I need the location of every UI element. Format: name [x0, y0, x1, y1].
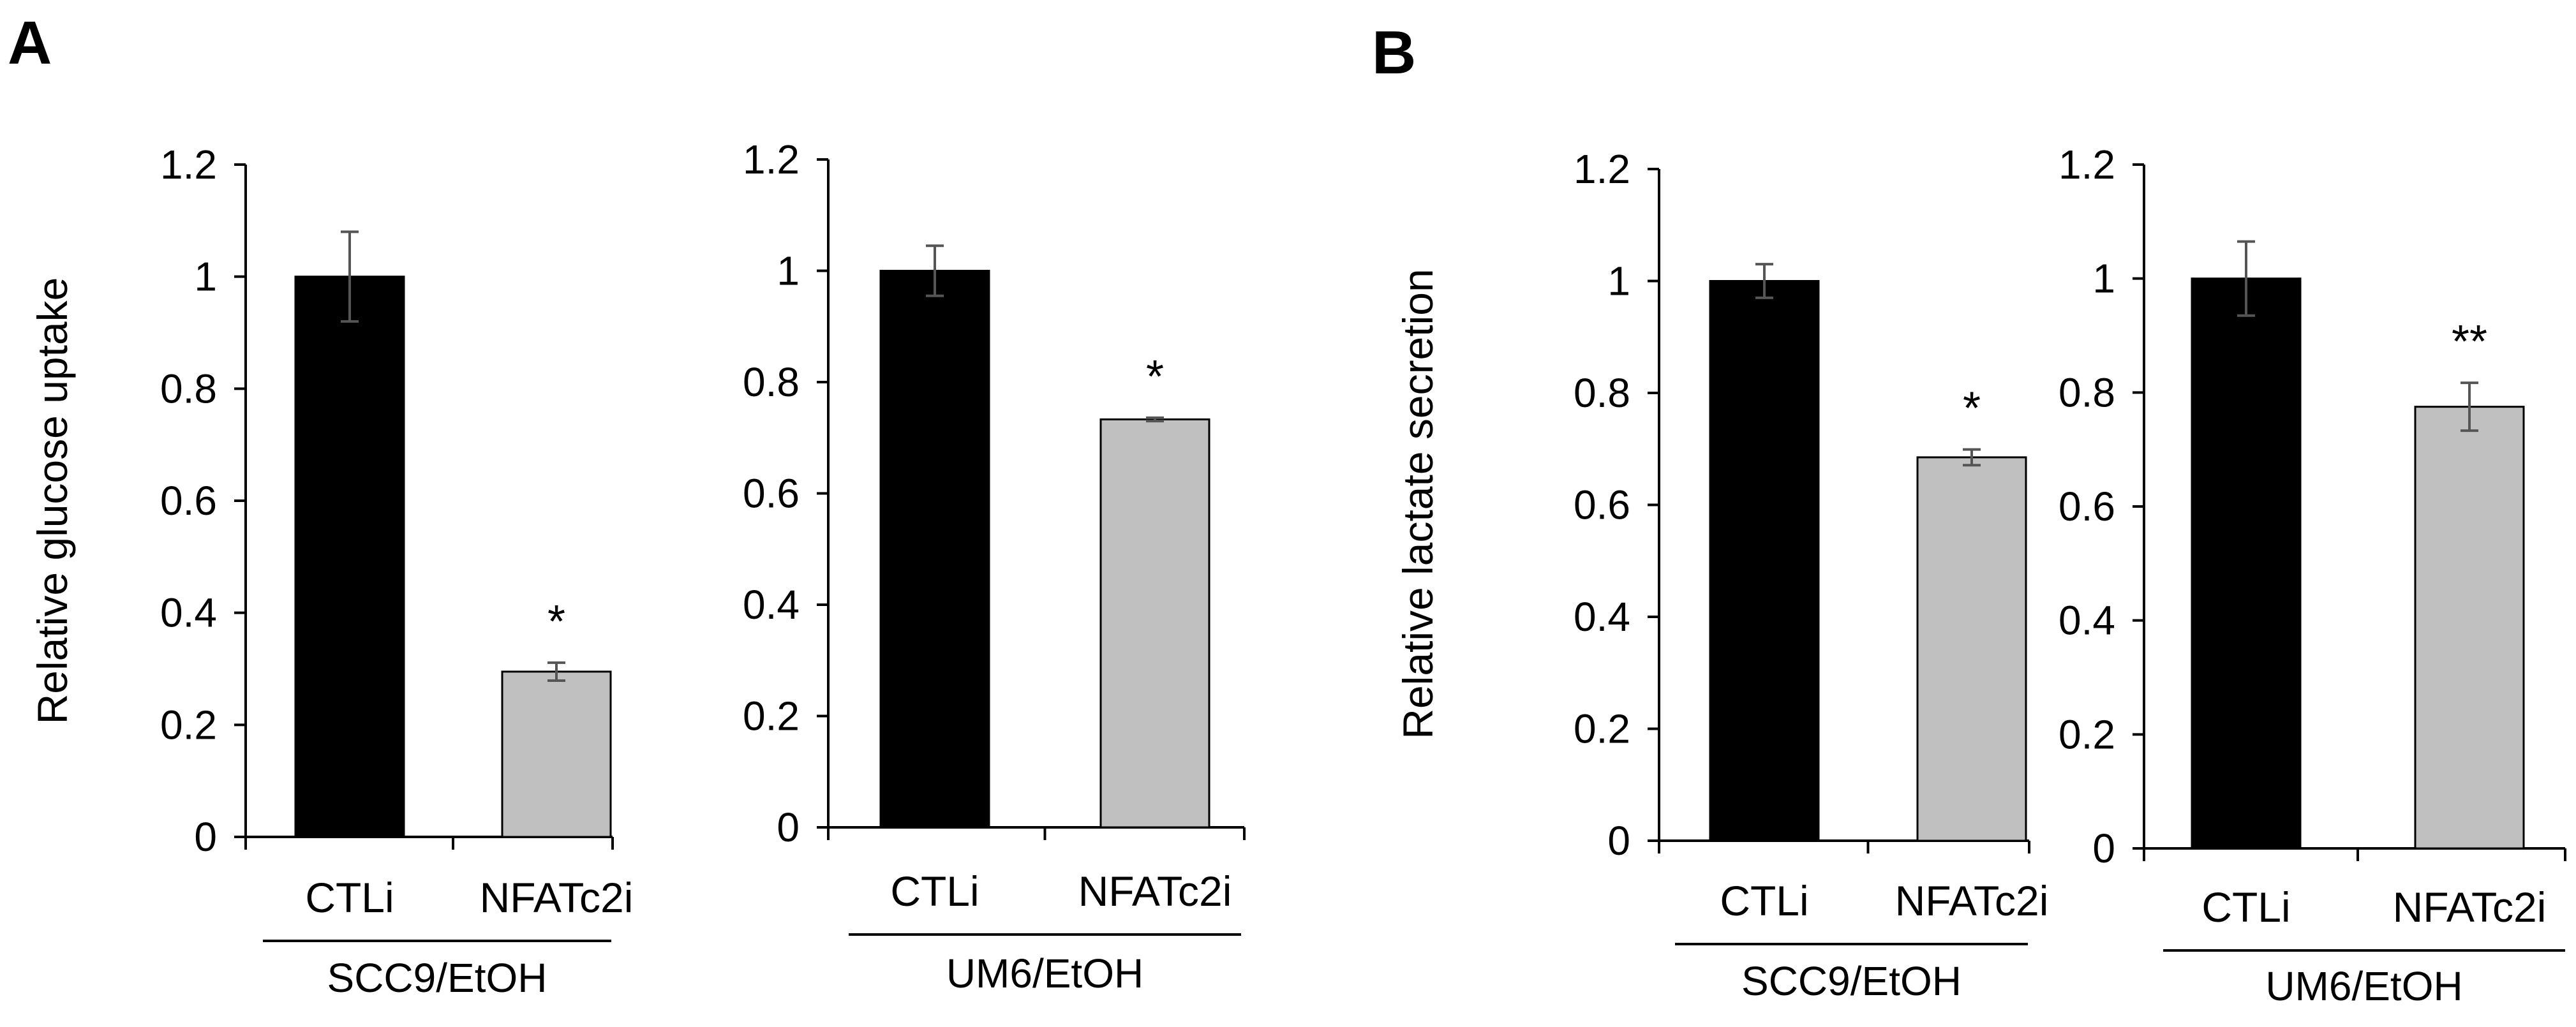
group-label: SCC9/EtOH — [1741, 958, 1962, 1004]
y-tick-label: 1 — [777, 248, 800, 294]
error-bar — [341, 230, 359, 323]
y-tick-label: 1.2 — [743, 137, 800, 182]
significance-marker: ** — [2452, 316, 2487, 367]
bar-nfatc2i — [2414, 406, 2525, 850]
chart-4: 0 0.2 0.4 0.6 0.8 1 1.2 CTLi ** NFATc2i UM6/EtOH — [2059, 142, 2566, 1009]
y-tick-label: 0.4 — [160, 590, 217, 636]
y-tick-label: 1 — [1607, 258, 1630, 304]
y-tick-label: 0.4 — [2059, 598, 2115, 644]
x-category-label: CTLi — [1720, 877, 1808, 924]
x-category-label: CTLi — [2201, 883, 2290, 931]
y-tick-label: 1.2 — [2059, 142, 2115, 188]
error-bar — [1146, 416, 1164, 423]
error-bar — [926, 244, 944, 297]
y-tick-label: 0.6 — [1574, 482, 1630, 528]
bar-nfatc2i — [1099, 418, 1210, 829]
x-category-label: NFATc2i — [2393, 883, 2547, 931]
x-category-label: CTLi — [890, 868, 979, 915]
y-tick-label: 0.6 — [160, 478, 217, 524]
x-category-label: NFATc2i — [1895, 877, 2049, 924]
bar-ctli — [1709, 280, 1820, 842]
error-bar — [1963, 448, 1981, 467]
error-bar — [2461, 381, 2478, 432]
y-tick-label: 1.2 — [160, 142, 217, 188]
x-category-label: NFATc2i — [480, 874, 634, 921]
y-tick-label: 1.2 — [1574, 146, 1630, 192]
chart-3: 0 0.2 0.4 0.6 0.8 1 1.2 CTLi * NFATc2i SCC9/EtOH Re… — [1394, 146, 2048, 1004]
chart-1: 0 0.2 0.4 0.6 0.8 1 1.2 CTLi * NFATc2i SCC9/EtOH Re… — [29, 142, 633, 1001]
y-tick-label: 0.8 — [1574, 370, 1630, 416]
error-bar — [547, 661, 565, 682]
y-tick-label: 0 — [2092, 825, 2115, 871]
y-axis-title: Relative lactate secretion — [1394, 269, 1441, 739]
y-tick-label: 0 — [777, 804, 800, 850]
panel-letter-b: B — [1372, 18, 1416, 87]
y-tick-label: 0.6 — [2059, 484, 2115, 529]
y-tick-label: 1 — [2092, 256, 2115, 302]
y-tick-label: 0.2 — [2059, 711, 2115, 757]
y-axis-title: Relative glucose uptake — [29, 277, 76, 725]
y-tick-label: 0.4 — [743, 582, 800, 628]
y-tick-label: 0 — [194, 814, 217, 860]
significance-marker: * — [1146, 351, 1164, 403]
charts-area: 0 0.2 0.4 0.6 0.8 1 1.2 CTLi * NFATc2i SCC9/EtOH Re… — [29, 137, 2566, 1009]
y-tick-label: 0.2 — [743, 693, 800, 739]
significance-marker: * — [547, 596, 565, 647]
y-tick-label: 0.4 — [1574, 594, 1630, 640]
bar-nfatc2i — [1916, 456, 2027, 842]
y-tick-label: 0 — [1607, 818, 1630, 864]
bar-ctli — [294, 276, 405, 838]
x-category-label: CTLi — [305, 874, 394, 921]
group-label: SCC9/EtOH — [327, 955, 547, 1001]
y-tick-label: 1 — [194, 254, 217, 300]
error-bar — [2237, 240, 2255, 317]
group-label: UM6/EtOH — [2265, 963, 2462, 1009]
error-bar — [1755, 263, 1773, 299]
bar-nfatc2i — [501, 670, 612, 838]
y-tick-label: 0.8 — [160, 366, 217, 411]
y-tick-label: 0.2 — [1574, 706, 1630, 752]
y-tick-label: 0.2 — [160, 702, 217, 748]
panel-letter-a: A — [8, 9, 52, 77]
y-tick-label: 0.8 — [2059, 369, 2115, 415]
bar-ctli — [2191, 277, 2302, 850]
x-category-label: NFATc2i — [1078, 868, 1232, 915]
group-label: UM6/EtOH — [946, 950, 1143, 996]
chart-2: 0 0.2 0.4 0.6 0.8 1 1.2 CTLi * NFATc2i UM6/EtOH — [743, 137, 1246, 996]
bar-ctli — [879, 270, 990, 829]
significance-marker: * — [1963, 383, 1981, 434]
y-tick-label: 0.6 — [743, 471, 800, 517]
y-tick-label: 0.8 — [743, 359, 800, 405]
